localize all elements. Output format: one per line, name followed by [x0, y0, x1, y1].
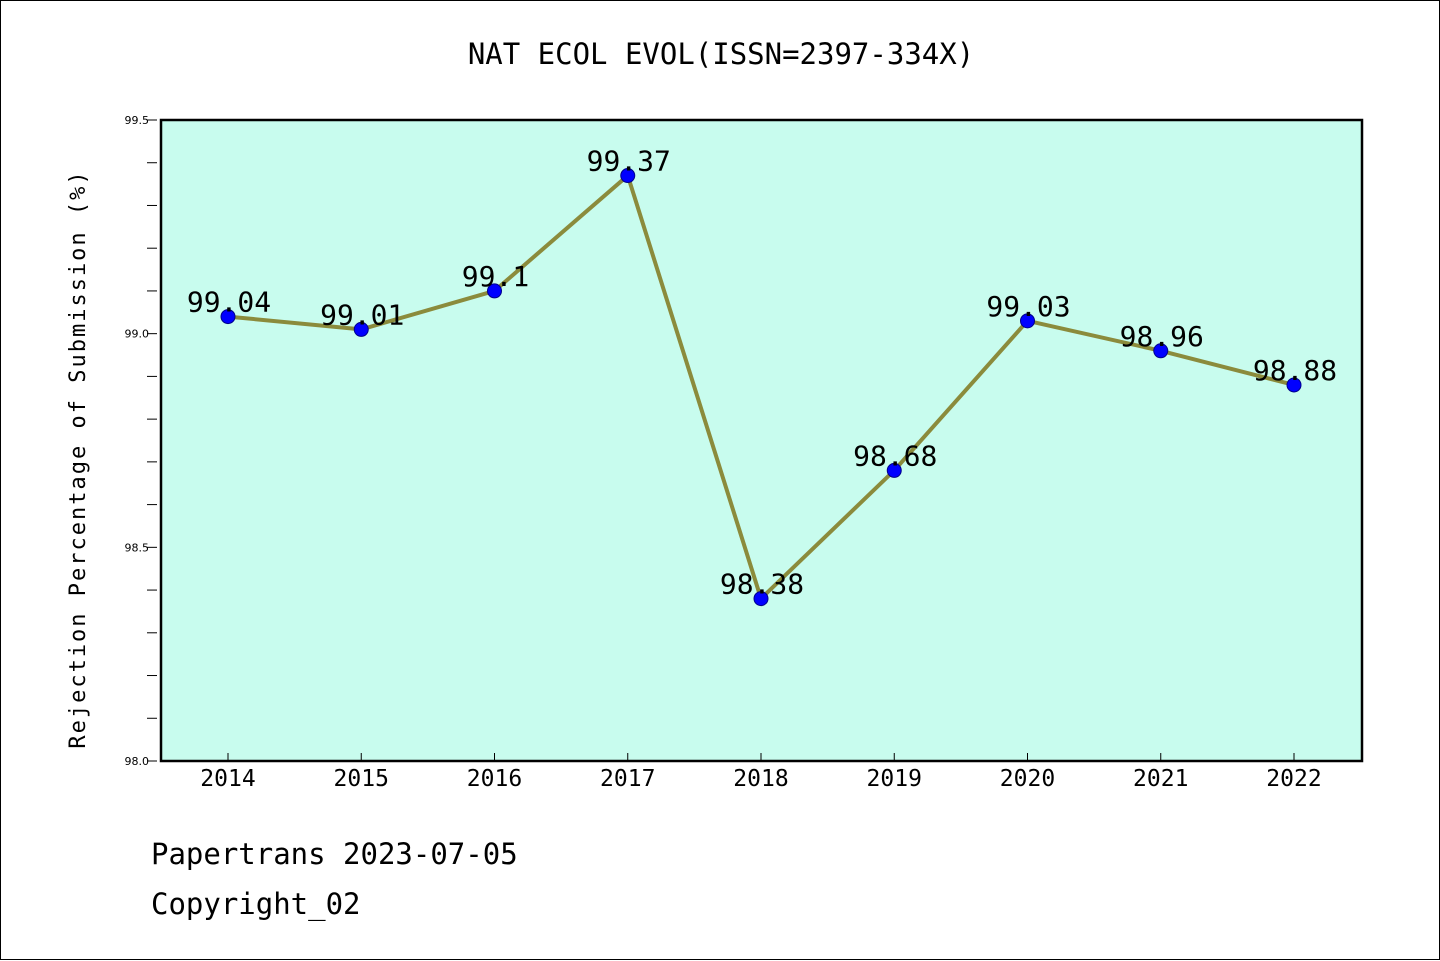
y-tick-label: 98.0 — [125, 755, 150, 768]
data-point — [1286, 377, 1302, 393]
plot-area — [159, 118, 1364, 763]
y-tick-label: 98.5 — [125, 541, 150, 554]
data-point — [1020, 313, 1035, 329]
data-point — [1153, 343, 1169, 359]
x-tick-label: 2015 — [334, 766, 389, 792]
data-label: 99.37 — [587, 145, 671, 178]
series-markers — [220, 168, 1302, 607]
data-label: 99.04 — [187, 286, 271, 319]
data-label: 99.01 — [320, 298, 404, 331]
data-point — [753, 591, 769, 607]
x-tick-label: 2020 — [1000, 766, 1055, 792]
data-label: 98.38 — [720, 568, 804, 601]
y-minor-ticks — [147, 162, 157, 719]
data-label: 99.1 — [462, 260, 529, 293]
y-axis-ticks: 98.0 98.5 99.0 99.5 — [125, 114, 157, 768]
data-point — [353, 321, 369, 337]
data-label: 98.88 — [1253, 354, 1337, 387]
data-point — [886, 462, 902, 478]
data-label: 99.03 — [986, 290, 1070, 323]
data-label: 98.68 — [853, 439, 937, 472]
x-axis-ticks: 2014 2015 2016 2017 2018 2019 2020 2021 2022 — [200, 753, 1322, 792]
data-label: 98.96 — [1120, 320, 1204, 353]
x-tick-label: 2021 — [1133, 766, 1188, 792]
data-point — [620, 168, 636, 184]
y-tick-label: 99.5 — [125, 114, 150, 127]
data-labels: 99.04 99.01 99.1 99.37 98.38 98.68 99.03 98.96 9… — [187, 145, 1337, 601]
chart-title: NAT ECOL EVOL(ISSN=2397-334X) — [467, 37, 975, 71]
x-tick-label: 2017 — [600, 766, 655, 792]
data-point — [487, 283, 502, 299]
x-tick-label: 2018 — [733, 766, 788, 792]
x-tick-label: 2019 — [867, 766, 922, 792]
x-tick-label: 2014 — [200, 766, 255, 792]
x-tick-label: 2022 — [1266, 766, 1321, 792]
y-axis-label: Rejection Percentage of Submission (%) — [66, 169, 91, 748]
footer-copyright: Copyright_02 — [151, 887, 361, 921]
x-tick-label: 2016 — [467, 766, 522, 792]
data-point — [220, 309, 236, 325]
footer-date: Papertrans 2023-07-05 — [151, 837, 518, 871]
y-tick-label: 99.0 — [125, 328, 150, 341]
